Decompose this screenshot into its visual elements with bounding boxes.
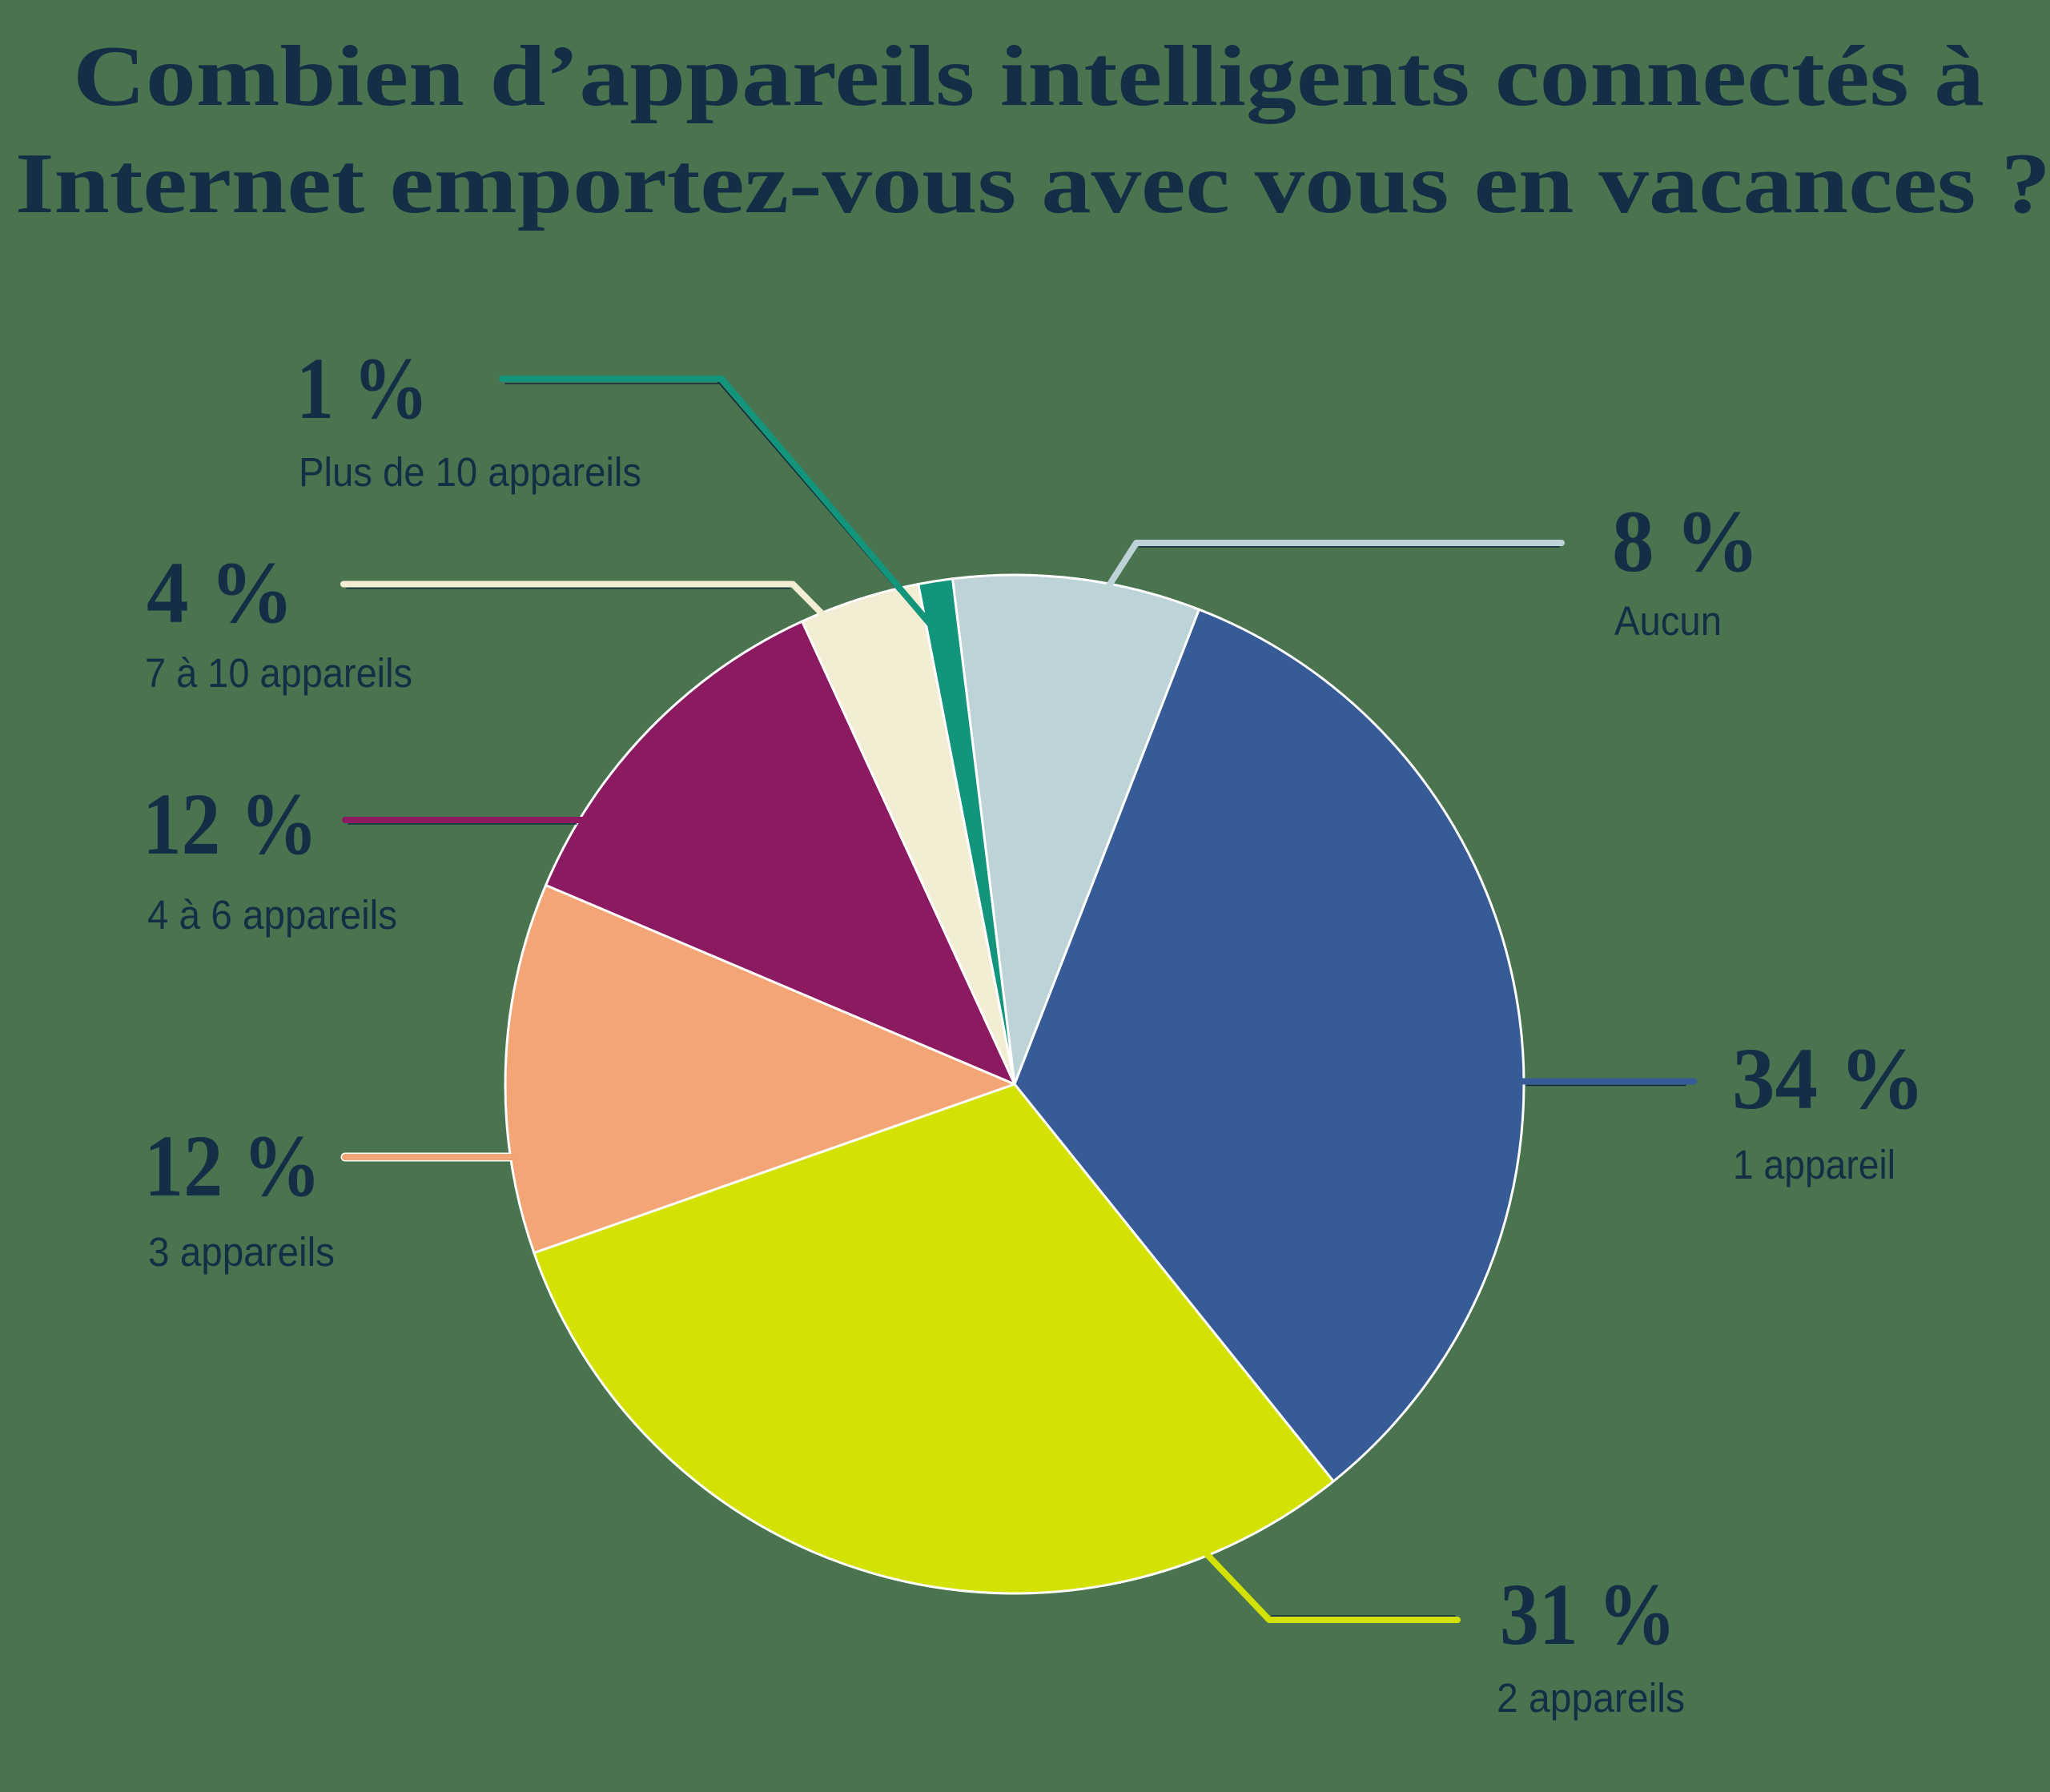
svg-text:34 %: 34 %	[1732, 1030, 1925, 1127]
svg-text:Combien d’appareils intelligen: Combien d’appareils intelligents connect…	[73, 29, 1984, 124]
svg-text:31 %: 31 %	[1500, 1565, 1676, 1663]
svg-text:4 %: 4 %	[147, 544, 294, 641]
svg-text:7 à 10 appareils: 7 à 10 appareils	[145, 650, 412, 696]
svg-text:4 à 6 appareils: 4 à 6 appareils	[147, 892, 397, 938]
svg-text:12 %: 12 %	[143, 775, 318, 873]
svg-text:8 %: 8 %	[1612, 492, 1759, 590]
svg-text:Internet emportez-vous avec vo: Internet emportez-vous avec vous en vaca…	[15, 136, 2050, 231]
svg-text:12 %: 12 %	[144, 1117, 321, 1215]
svg-text:1 %: 1 %	[296, 340, 428, 437]
svg-text:Aucun: Aucun	[1614, 598, 1722, 644]
svg-text:Plus de 10 appareils: Plus de 10 appareils	[299, 449, 641, 495]
svg-text:3 appareils: 3 appareils	[148, 1229, 335, 1275]
svg-text:2 appareils: 2 appareils	[1497, 1675, 1685, 1721]
svg-text:1 appareil: 1 appareil	[1733, 1142, 1895, 1187]
